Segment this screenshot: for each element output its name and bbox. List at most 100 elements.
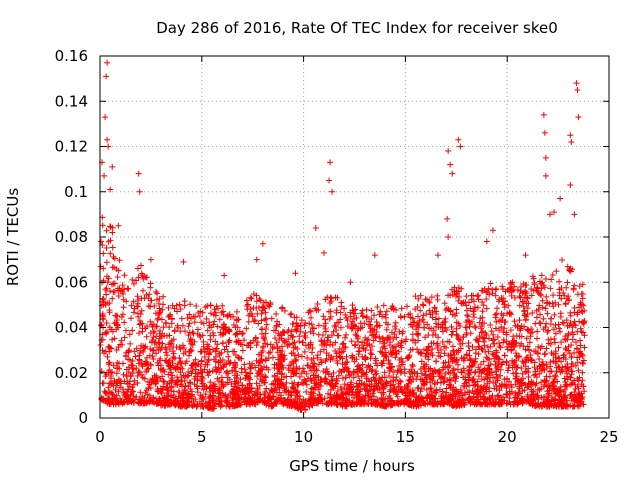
data-point bbox=[333, 307, 340, 314]
data-point bbox=[215, 305, 222, 312]
data-point bbox=[177, 306, 184, 313]
data-point bbox=[420, 382, 427, 389]
data-point bbox=[509, 357, 516, 364]
data-point bbox=[272, 377, 279, 384]
data-point bbox=[252, 335, 259, 342]
data-point bbox=[465, 299, 472, 306]
data-point bbox=[472, 324, 479, 331]
data-point bbox=[508, 346, 515, 353]
data-point bbox=[498, 324, 505, 331]
data-point bbox=[113, 346, 120, 353]
data-point bbox=[135, 368, 142, 375]
data-point bbox=[479, 314, 486, 321]
data-point bbox=[471, 359, 478, 366]
data-point bbox=[474, 386, 481, 393]
data-point bbox=[569, 329, 576, 336]
data-point bbox=[559, 319, 566, 326]
data-point bbox=[165, 362, 172, 369]
data-point bbox=[496, 296, 503, 303]
data-point bbox=[103, 371, 110, 378]
data-point bbox=[261, 379, 268, 386]
data-point bbox=[306, 320, 313, 327]
data-point bbox=[392, 354, 399, 361]
data-point bbox=[166, 363, 173, 370]
data-point bbox=[569, 324, 576, 331]
data-point bbox=[530, 379, 537, 386]
data-point bbox=[541, 366, 548, 373]
data-point bbox=[372, 368, 379, 375]
data-point bbox=[209, 368, 216, 375]
data-point bbox=[327, 394, 334, 401]
data-point bbox=[503, 358, 510, 365]
x-tick-label: 10 bbox=[294, 428, 313, 446]
data-point bbox=[518, 382, 525, 389]
data-point bbox=[429, 309, 436, 316]
data-point bbox=[235, 385, 242, 392]
data-point bbox=[343, 331, 350, 338]
data-point bbox=[271, 372, 278, 379]
data-point bbox=[566, 350, 573, 357]
y-tick-label: 0.12 bbox=[55, 138, 88, 156]
data-point-spike bbox=[444, 215, 451, 222]
data-point bbox=[134, 265, 141, 272]
data-point bbox=[567, 265, 574, 272]
data-point bbox=[577, 342, 584, 349]
data-point bbox=[215, 378, 222, 385]
data-point bbox=[364, 399, 371, 406]
data-point bbox=[198, 358, 205, 365]
data-point bbox=[353, 356, 360, 363]
data-point bbox=[382, 349, 389, 356]
data-point bbox=[542, 275, 549, 282]
data-point bbox=[492, 314, 499, 321]
data-point bbox=[543, 345, 550, 352]
data-point bbox=[475, 396, 482, 403]
data-point bbox=[524, 311, 531, 318]
data-point bbox=[555, 301, 562, 308]
data-point bbox=[112, 396, 119, 403]
data-point bbox=[457, 386, 464, 393]
data-point bbox=[474, 304, 481, 311]
data-point bbox=[188, 337, 195, 344]
data-point bbox=[446, 401, 453, 408]
data-point bbox=[540, 400, 547, 407]
data-point bbox=[106, 288, 113, 295]
y-tick-label: 0.04 bbox=[55, 319, 88, 337]
data-point bbox=[563, 317, 570, 324]
data-point bbox=[576, 402, 583, 409]
y-tick-label: 0.1 bbox=[64, 183, 88, 201]
data-point bbox=[481, 320, 488, 327]
data-point bbox=[279, 329, 286, 336]
data-point bbox=[563, 368, 570, 375]
data-point bbox=[127, 340, 134, 347]
data-point bbox=[479, 287, 486, 294]
data-point bbox=[409, 363, 416, 370]
data-point bbox=[539, 297, 546, 304]
data-point bbox=[275, 330, 282, 337]
data-point bbox=[133, 345, 140, 352]
data-point bbox=[156, 305, 163, 312]
data-point bbox=[428, 325, 435, 332]
data-point bbox=[145, 365, 152, 372]
data-point-spike bbox=[98, 238, 105, 245]
data-point bbox=[489, 350, 496, 357]
data-point bbox=[458, 285, 465, 292]
data-point bbox=[351, 322, 358, 329]
data-point bbox=[294, 389, 301, 396]
data-point bbox=[147, 397, 154, 404]
data-point bbox=[489, 290, 496, 297]
data-point bbox=[290, 333, 297, 340]
data-point bbox=[487, 321, 494, 328]
data-point bbox=[293, 319, 300, 326]
data-point bbox=[256, 382, 263, 389]
data-point bbox=[526, 339, 533, 346]
data-point bbox=[444, 338, 451, 345]
data-point bbox=[383, 379, 390, 386]
data-point bbox=[187, 380, 194, 387]
data-point bbox=[106, 344, 113, 351]
data-point bbox=[547, 336, 554, 343]
data-point bbox=[465, 340, 472, 347]
data-point bbox=[359, 307, 366, 314]
data-point bbox=[200, 396, 207, 403]
data-point bbox=[352, 323, 359, 330]
data-point bbox=[446, 382, 453, 389]
